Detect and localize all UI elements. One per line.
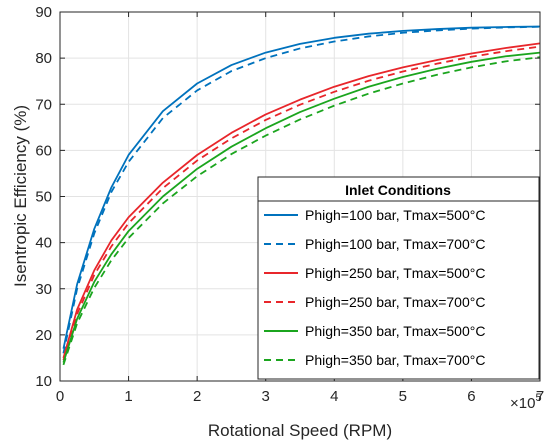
legend: Inlet Conditions Phigh=100 bar, Tmax=500…	[257, 176, 540, 380]
legend-title: Inlet Conditions	[345, 182, 451, 198]
y-tick-label: 40	[35, 235, 52, 252]
series-line-5	[62, 51, 541, 363]
legend-label: Phigh=100 bar, Tmax=500°C	[305, 207, 485, 223]
series-line-6	[62, 56, 541, 366]
legend-label: Phigh=350 bar, Tmax=700°C	[305, 352, 485, 368]
legend-items: Phigh=100 bar, Tmax=500°C Phigh=100 bar, …	[264, 207, 485, 368]
legend-box	[257, 176, 540, 380]
axis-ticks: 0 1 2 3 4 5 6 7 10 20 30 40 50 60 70 80 90	[35, 4, 544, 405]
x-tick-label: 4	[330, 388, 338, 405]
y-tick-label: 50	[35, 189, 52, 206]
y-tick-label: 70	[35, 96, 52, 113]
y-axis-label: Isentropic Efficiency (%)	[11, 105, 30, 287]
x-tick-label: 3	[262, 388, 270, 405]
x-axis-multiplier-base: ×10	[510, 395, 535, 412]
series-line-1	[62, 25, 541, 349]
series-line-3	[62, 42, 541, 359]
x-axis-multiplier: ×105	[510, 392, 542, 412]
x-tick-label: 6	[467, 388, 475, 405]
legend-label: Phigh=250 bar, Tmax=700°C	[305, 294, 485, 310]
x-tick-label: 2	[193, 388, 201, 405]
y-tick-label: 60	[35, 142, 52, 159]
series-lines	[62, 25, 541, 366]
x-tick-label: 5	[399, 388, 407, 405]
x-tick-label: 7	[536, 388, 544, 405]
series-line-2	[62, 25, 541, 354]
x-tick-label: 0	[56, 388, 64, 405]
legend-label: Phigh=100 bar, Tmax=700°C	[305, 236, 485, 252]
legend-label: Phigh=350 bar, Tmax=500°C	[305, 323, 485, 339]
series-line-4	[62, 45, 541, 361]
y-tick-label: 30	[35, 281, 52, 298]
y-tick-label: 90	[35, 4, 52, 21]
y-tick-label: 80	[35, 50, 52, 67]
y-tick-label: 10	[35, 373, 52, 390]
x-axis-multiplier-exponent: 5	[535, 392, 541, 404]
legend-label: Phigh=250 bar, Tmax=500°C	[305, 265, 485, 281]
x-axis-label: Rotational Speed (RPM)	[208, 421, 392, 440]
x-tick-label: 1	[124, 388, 132, 405]
y-tick-label: 20	[35, 327, 52, 344]
